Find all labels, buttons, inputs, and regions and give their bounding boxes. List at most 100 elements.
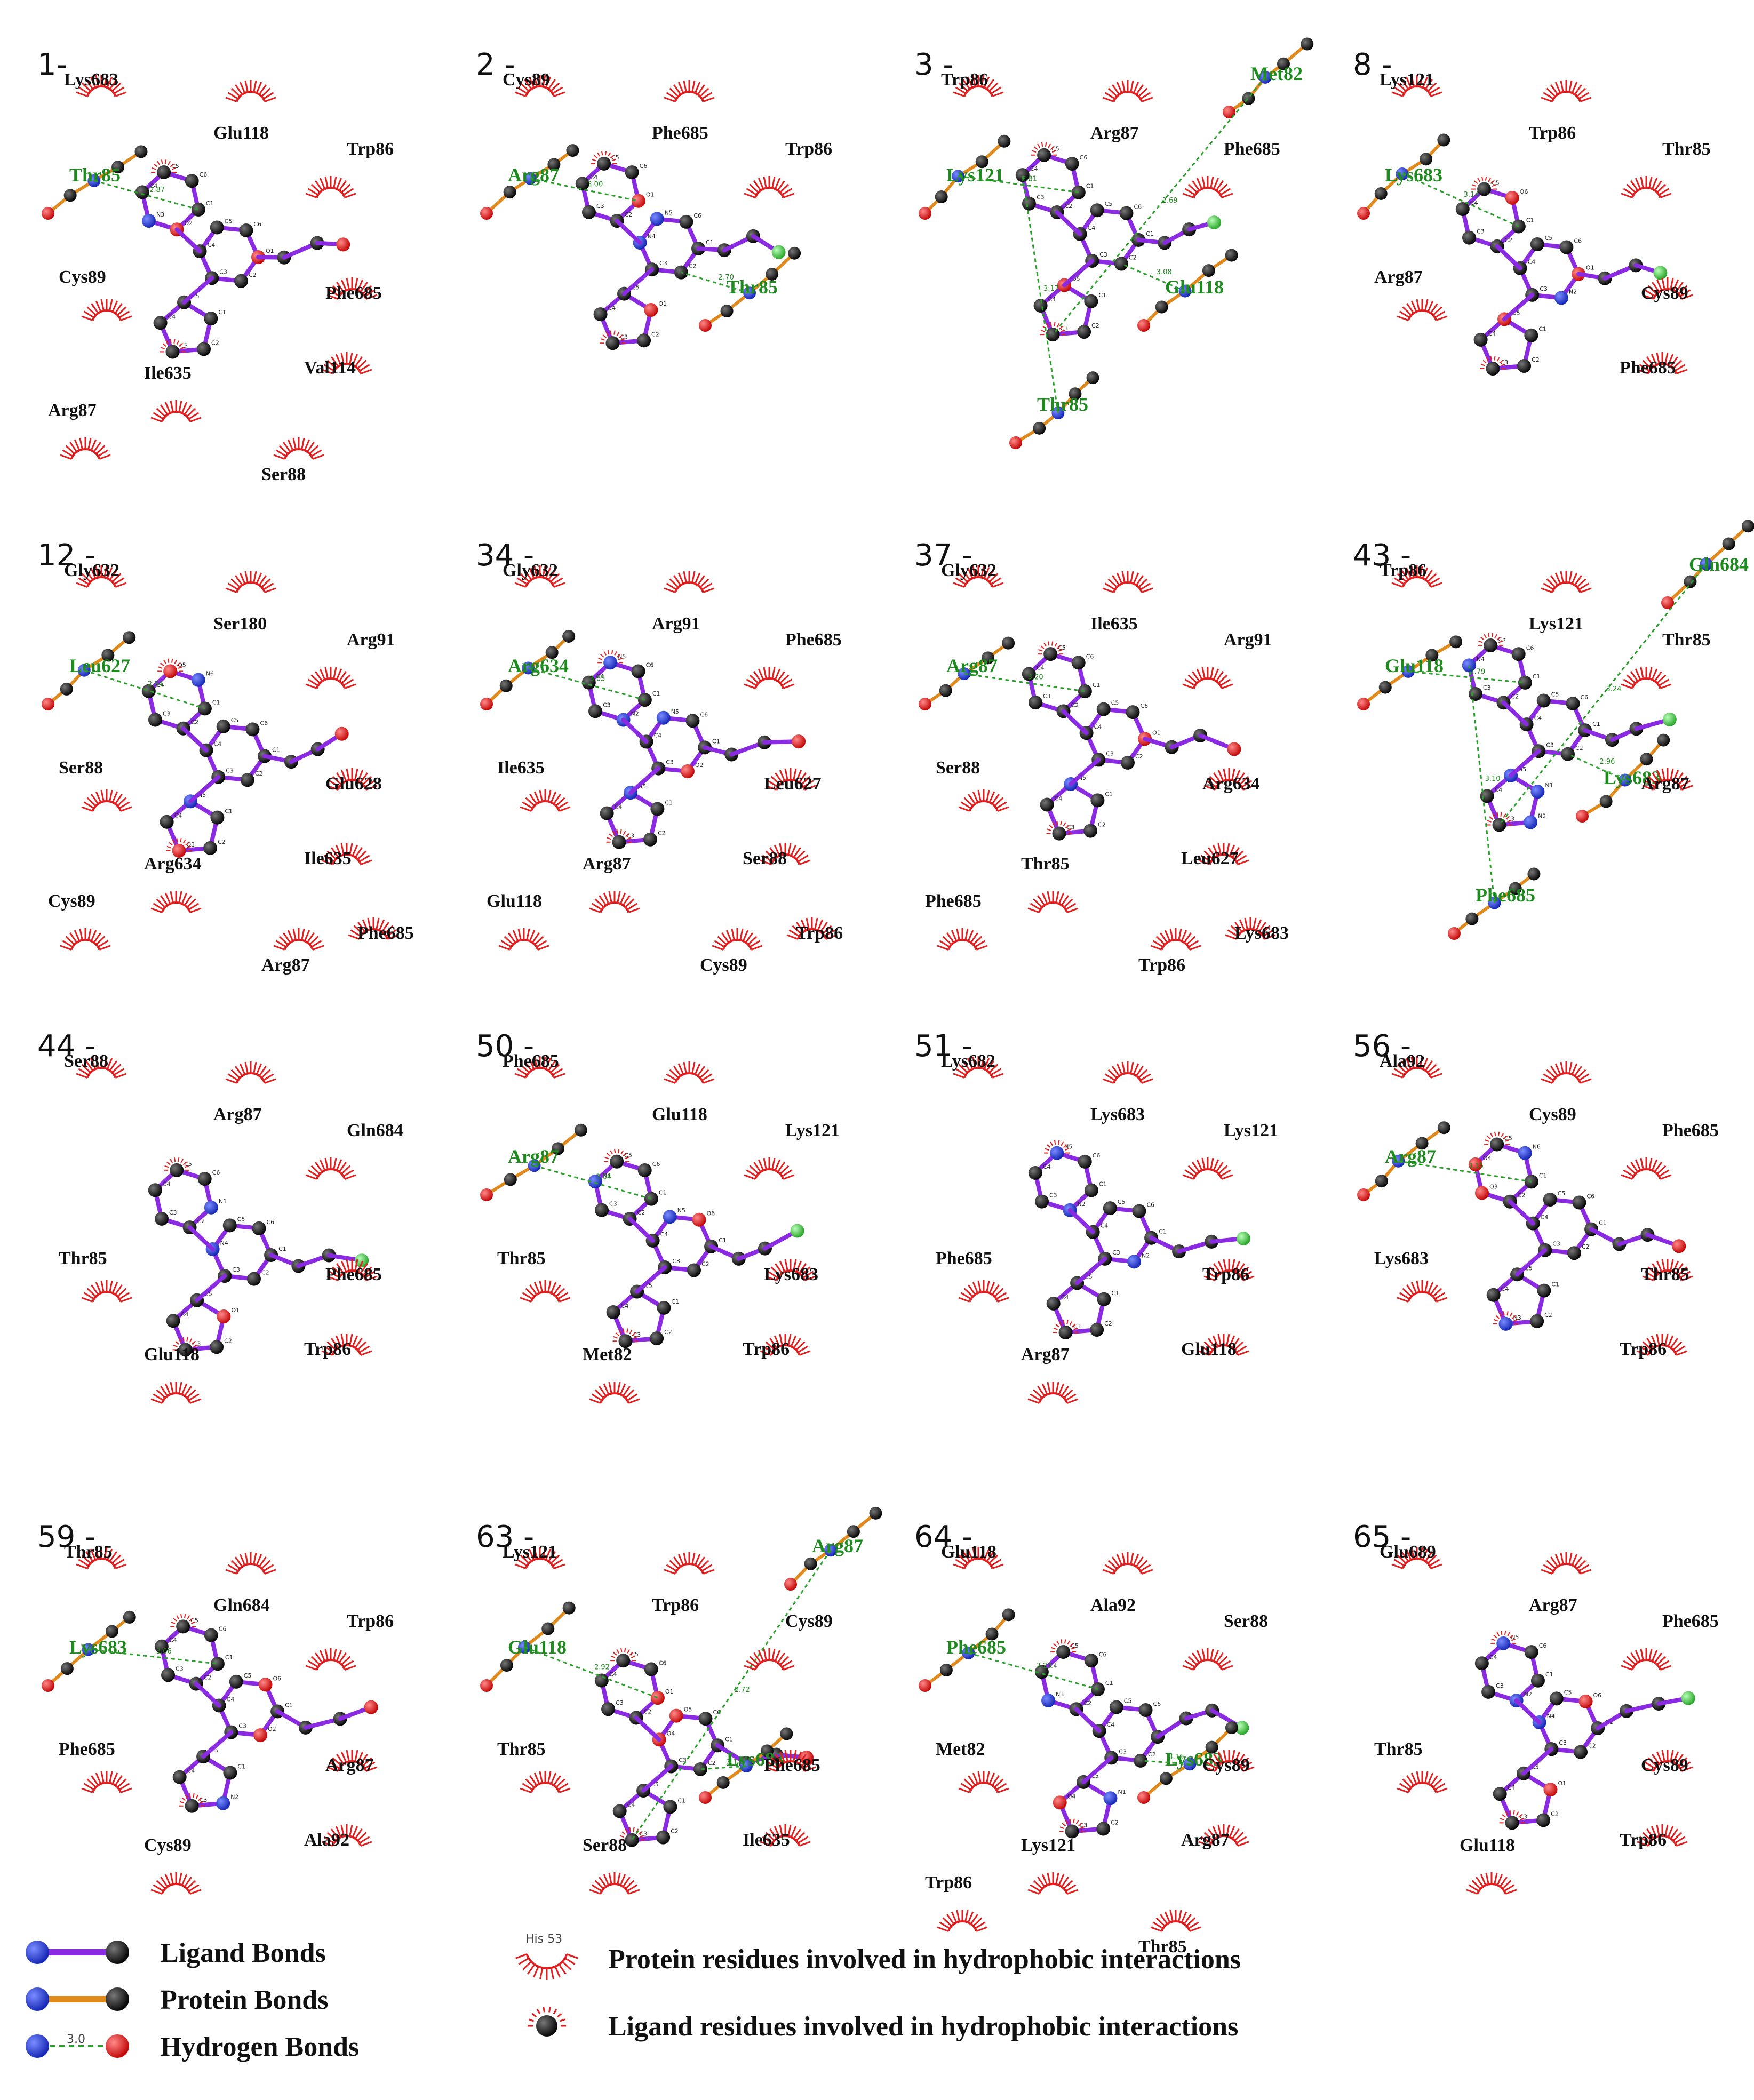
atom-tag: C6 xyxy=(1140,702,1148,709)
ligand-bond xyxy=(1508,1199,1535,1226)
hydrophobic-arc-icon xyxy=(765,1259,816,1281)
ligand-hydrophobic-halo xyxy=(1490,1631,1517,1644)
hydrogen-bond xyxy=(84,669,205,709)
atom-tag: C6 xyxy=(1574,238,1582,245)
atom-tag: C1 xyxy=(1539,1172,1547,1179)
residue-phe685: Phe685 xyxy=(764,1750,820,1775)
atom-tag: C5 xyxy=(237,1216,245,1223)
protein-atom xyxy=(1599,795,1613,808)
hydrophobic-arc-icon xyxy=(321,1824,372,1847)
legend-protein-bonds-label: Protein Bonds xyxy=(160,1985,328,2015)
residue-ser88: Ser88 xyxy=(583,1835,640,1895)
panel-label: 37 - xyxy=(914,538,972,573)
residue-label: Glu118 xyxy=(941,1542,996,1562)
residue-glu118: Glu118 xyxy=(1460,1835,1517,1895)
hydrophobic-arc-icon xyxy=(225,571,276,593)
hydrophobic-arc-icon xyxy=(225,1552,276,1575)
hbond-residue-leu627: Leu627 2.94 xyxy=(42,631,205,710)
ligand-atom xyxy=(650,1331,664,1346)
hbond-residue-arg87: Arg87 3.04 xyxy=(480,1123,652,1201)
hbond-residue-arg87: Arg87 3.15 xyxy=(1357,1121,1532,1201)
hydrophobic-arc-icon xyxy=(744,176,795,198)
ligand-atom xyxy=(1052,826,1066,841)
ligand-atom xyxy=(1486,362,1500,376)
residue-phe685: Phe685 xyxy=(925,891,988,951)
hydrophobic-arc-icon xyxy=(953,1056,1004,1079)
ligand-atom xyxy=(253,1728,267,1743)
atom-tag: C3 xyxy=(1099,251,1107,258)
protein-atom xyxy=(869,1506,882,1520)
protein-atom xyxy=(1033,421,1046,435)
ligand-hydrophobic-halo xyxy=(179,1793,205,1807)
ligand-atom xyxy=(210,1340,224,1354)
hydrophobic-arc-icon xyxy=(664,80,715,102)
ligand-atom xyxy=(1043,647,1058,661)
residue-label: Ser88 xyxy=(1224,1611,1268,1631)
protein-atom xyxy=(788,246,801,260)
atom-tag: C6 xyxy=(1539,1642,1547,1649)
atom-tag: C6 xyxy=(1586,1193,1594,1200)
hydrophobic-arc-icon xyxy=(953,565,1004,588)
atom-tag: C2 xyxy=(708,1760,716,1767)
hbond-distance: 3.05 xyxy=(589,675,605,683)
residue-label: Arg87 xyxy=(261,955,310,975)
ligand-atom xyxy=(1207,215,1221,230)
hydrophobic-arc-icon xyxy=(1027,1382,1079,1404)
protein-atom xyxy=(760,1744,774,1758)
hbond-distance: 2.72 xyxy=(735,1686,750,1694)
hbond-residue-glu118: Glu118 2.79 xyxy=(1357,635,1526,710)
ligand-atom xyxy=(216,719,230,733)
ligand-molecule: C1N2C3C4N5C6C1C2C3N4C5O6O1C2C3C4C5 xyxy=(1474,1631,1695,1830)
ligand-atom xyxy=(631,194,645,208)
ligand-hydrophobic-halo xyxy=(1493,1311,1519,1324)
ligand-bond xyxy=(1515,1248,1548,1277)
residue-label: Cys89 xyxy=(1529,1105,1576,1124)
ligand-atom xyxy=(588,704,602,718)
hydrogen-bond xyxy=(528,667,645,701)
residue-label: Ser88 xyxy=(261,465,306,484)
atom-tag: C3 xyxy=(1477,228,1485,235)
legend-protein-bonds: Protein Bonds xyxy=(26,1985,328,2015)
atom-tag: O4 xyxy=(667,1730,675,1737)
residue-label: Lys121 xyxy=(1021,1835,1075,1855)
residue-label: Gln684 xyxy=(347,1121,403,1140)
residue-label: Ile635 xyxy=(743,1830,790,1850)
ligand-atom xyxy=(210,1657,225,1671)
atom-tag: C5 xyxy=(244,1672,252,1679)
ligand-hydrophobic-halo xyxy=(1480,356,1506,370)
ligand-hydrophobic-halo xyxy=(1038,641,1064,655)
protein-atom xyxy=(975,155,988,169)
atom-tag: C1 xyxy=(1146,230,1154,237)
ligand-atom xyxy=(625,165,639,180)
atom-tag: C3 xyxy=(1049,1192,1057,1199)
hydrogen-bond xyxy=(524,1646,658,1699)
ligand-atom xyxy=(161,1668,176,1682)
protein-atom xyxy=(480,698,493,710)
hydrophobic-arc-icon xyxy=(76,75,127,97)
ligand-atom xyxy=(656,710,671,725)
atom-tag: C4 xyxy=(621,1303,629,1309)
atom-tag: C5 xyxy=(225,218,233,225)
residue-label: Ala92 xyxy=(1380,1051,1425,1071)
ligand-atom xyxy=(1543,1192,1557,1207)
protein-atom xyxy=(1437,1121,1450,1135)
protein-atom xyxy=(134,145,148,158)
residue-label: Ser88 xyxy=(583,1835,627,1855)
hydrogen-bond xyxy=(968,1652,1098,1690)
residue-arg634: Arg634 xyxy=(1202,768,1260,794)
residue-label: Cys89 xyxy=(503,70,550,90)
residue-trp86: Trp86 xyxy=(743,1334,811,1359)
protein-atom xyxy=(1137,1791,1150,1804)
ligand-atom xyxy=(160,815,174,829)
atom-tag: C2 xyxy=(1582,1243,1590,1250)
ligand-atom xyxy=(1530,1314,1544,1328)
atom-tag: C3 xyxy=(232,1266,240,1273)
protein-atom xyxy=(1657,733,1670,747)
ligand-hydrophobic-halo xyxy=(1059,1818,1085,1832)
protein-atom xyxy=(1437,133,1450,147)
atom-tag: C3 xyxy=(603,701,611,708)
panel-label: 51 - xyxy=(914,1029,972,1064)
